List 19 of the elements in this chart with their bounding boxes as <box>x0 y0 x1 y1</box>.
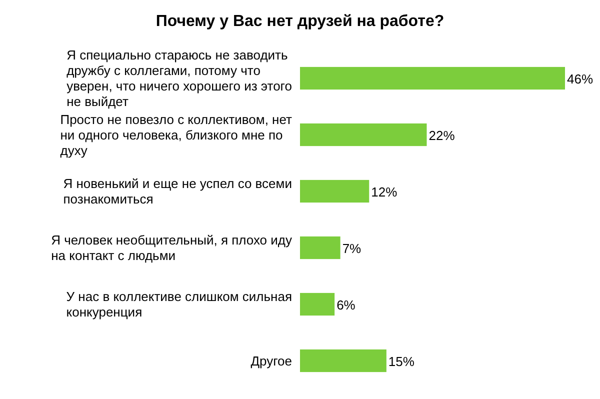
y-tick-label: Другое <box>250 353 292 368</box>
y-tick-label: Просто не повезло с коллективом, нет ни одного человека, близкого мне по духу <box>60 112 292 158</box>
y-tick-label: У нас в коллективе слишком сильная конкуренция <box>66 289 292 320</box>
data-label: 15% <box>388 354 415 369</box>
bar <box>300 292 335 316</box>
y-tick-label: Я специально стараюсь не заводить дружбу с коллегами, потому что уверен, что ничего хорошего из этого не выйдет <box>66 48 292 109</box>
y-tick-label: Я новенький и еще не успел со всеми познакомиться <box>63 176 292 206</box>
bar <box>300 123 427 146</box>
bar <box>300 180 370 203</box>
bar <box>300 349 386 372</box>
bar <box>300 236 340 260</box>
data-label: 6% <box>336 297 356 312</box>
data-label: 7% <box>342 240 362 256</box>
data-label: 46% <box>567 71 594 86</box>
data-label: 12% <box>371 184 398 200</box>
chart-title: Почему у Вас нет друзей на работе? <box>156 13 444 30</box>
y-tick-label: Я человек необщительный, я плохо иду на контакт с людьми <box>51 232 292 263</box>
bar <box>300 66 565 90</box>
data-label: 22% <box>428 128 456 143</box>
